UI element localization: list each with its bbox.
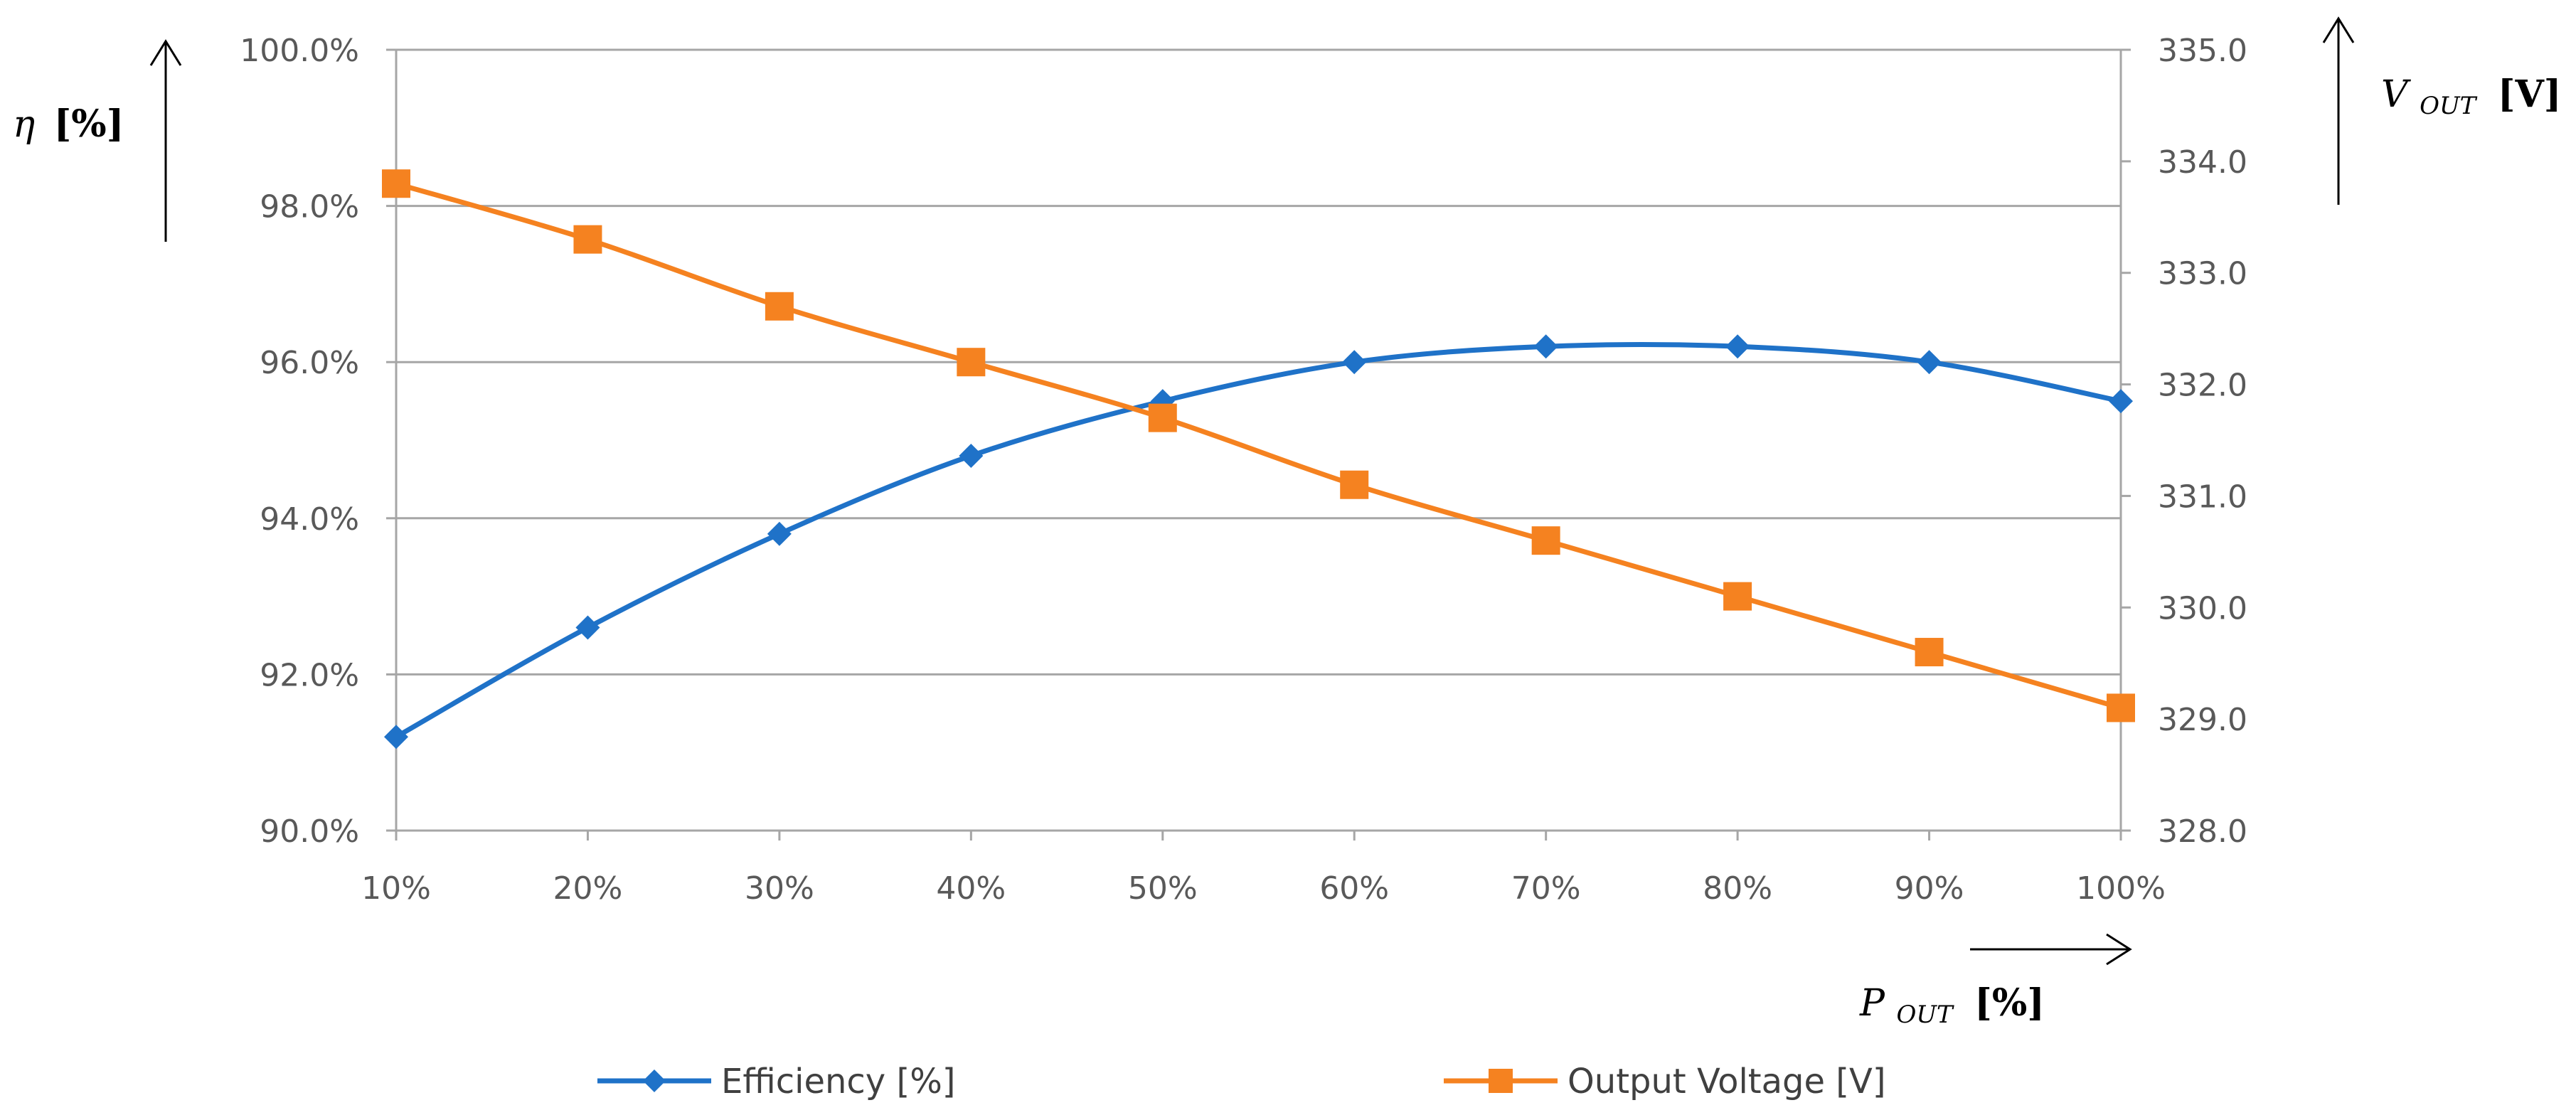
- legend-label-efficiency: Efficiency [%]: [721, 1062, 956, 1101]
- y-right-tick-label: 330.0: [2158, 590, 2247, 626]
- voltage-point: [573, 225, 602, 254]
- efficiency-point: [384, 725, 408, 749]
- y-left-tick-label: 98.0%: [260, 189, 359, 225]
- voltage-point: [1531, 526, 1560, 555]
- voltage-point: [1148, 403, 1177, 432]
- x-tick-label: 30%: [745, 870, 814, 907]
- y-right-tick-label: 332.0: [2158, 368, 2247, 404]
- legend-diamond-icon: [643, 1069, 666, 1092]
- y-right-tick-label: 331.0: [2158, 479, 2247, 515]
- legend-square-icon: [1489, 1069, 1513, 1093]
- x-axis-title: P OUT [%]: [1859, 933, 2132, 1032]
- efficiency-point: [1533, 334, 1558, 359]
- x-tick-label: 80%: [1703, 870, 1772, 907]
- left-axis-title: η [%]: [13, 39, 182, 242]
- legend-label-voltage: Output Voltage [V]: [1568, 1062, 1886, 1101]
- x-tick-label: 90%: [1895, 870, 1964, 907]
- x-tick-label: 70%: [1511, 870, 1581, 907]
- voltage-point: [2107, 693, 2135, 722]
- x-axis-unit: [%]: [1974, 981, 2045, 1025]
- voltage-point: [765, 292, 794, 321]
- y-right-tick-label: 334.0: [2158, 144, 2247, 181]
- efficiency-point: [1725, 334, 1750, 359]
- x-tick-label: 100%: [2076, 870, 2166, 907]
- efficiency-line: [395, 342, 2122, 740]
- right-axis-unit: [V]: [2498, 73, 2562, 116]
- voltage-point: [1915, 638, 1944, 667]
- series-layer: [382, 169, 2135, 749]
- right-axis-title: V OUT [V]: [2322, 16, 2561, 205]
- left-axis-unit: [%]: [54, 102, 124, 146]
- right-axis-subscript: OUT: [2420, 92, 2478, 120]
- voltage-point: [1723, 582, 1752, 611]
- x-axis-arrow-icon: [1970, 933, 2132, 966]
- axes: [386, 48, 2131, 841]
- efficiency-point: [1342, 350, 1367, 375]
- svg-text:P OUT [%]: P OUT [%]: [1859, 981, 2045, 1032]
- x-tick-label: 50%: [1128, 870, 1198, 907]
- voltage-point: [1340, 470, 1369, 499]
- x-tick-label: 10%: [361, 870, 431, 907]
- efficiency-point: [767, 521, 792, 546]
- left-axis-symbol: η: [13, 103, 35, 146]
- x-tick-label: 60%: [1319, 870, 1389, 907]
- tick-labels: 90.0% 92.0% 94.0% 96.0% 98.0% 100.0% 328.0 329.…: [240, 33, 2247, 907]
- gridlines: [396, 48, 2121, 832]
- y-right-tick-label: 329.0: [2158, 702, 2247, 738]
- y-left-tick-label: 92.0%: [260, 657, 359, 693]
- y-left-tick-label: 100.0%: [240, 33, 359, 69]
- y-left-tick-label: 90.0%: [260, 813, 359, 850]
- right-axis-symbol: V: [2381, 73, 2411, 116]
- efficiency-point: [2109, 389, 2133, 414]
- voltage-point: [957, 348, 986, 377]
- x-tick-label: 20%: [553, 870, 623, 907]
- left-axis-arrow-icon: [149, 39, 182, 242]
- legend: Efficiency [%] Output Voltage [V]: [597, 1062, 1886, 1101]
- y-right-tick-label: 328.0: [2158, 813, 2247, 850]
- legend-entry-efficiency: Efficiency [%]: [597, 1062, 956, 1101]
- legend-entry-voltage: Output Voltage [V]: [1444, 1062, 1886, 1101]
- svg-text:V OUT [V]: V OUT [V]: [2381, 73, 2561, 123]
- y-left-tick-label: 96.0%: [260, 345, 359, 381]
- voltage-point: [382, 169, 410, 198]
- x-axis-symbol: P: [1859, 982, 1885, 1025]
- voltage-line: [395, 181, 2122, 710]
- x-tick-label: 40%: [936, 870, 1006, 907]
- y-right-tick-label: 335.0: [2158, 33, 2247, 69]
- y-right-tick-label: 333.0: [2158, 256, 2247, 292]
- efficiency-point: [959, 443, 984, 468]
- x-axis-subscript: OUT: [1897, 1001, 1955, 1029]
- right-axis-arrow-icon: [2322, 16, 2355, 205]
- efficiency-point: [1917, 350, 1942, 375]
- efficiency-point: [575, 615, 600, 640]
- svg-text:η [%]: η [%]: [13, 102, 124, 146]
- y-left-tick-label: 94.0%: [260, 501, 359, 538]
